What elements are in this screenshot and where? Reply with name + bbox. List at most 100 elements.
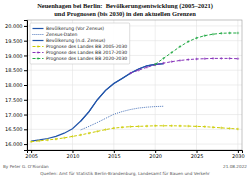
series-line (155, 33, 238, 64)
series-line (31, 126, 238, 142)
y-tick: 18.500 (5, 67, 27, 73)
grid-line-y (27, 144, 242, 145)
x-tick: 2015 (108, 150, 121, 159)
y-tick: 20.000 (5, 23, 27, 29)
grid-line-y (27, 85, 242, 86)
series-marker (195, 58, 198, 61)
series-line (81, 64, 164, 121)
footnote: Quellen: Amt für Statistik Berlin-Brande… (40, 171, 210, 176)
series-marker (63, 137, 66, 140)
series (31, 64, 163, 141)
grid-line-x (155, 20, 156, 150)
x-tick-label: 2015 (108, 153, 121, 159)
grid-line-x (237, 20, 238, 150)
series-marker (137, 69, 140, 72)
title-group: Neuenhagen bei Berlin: Bevölkerungsentwi… (37, 2, 213, 18)
series-marker (71, 135, 74, 138)
series-marker (79, 134, 82, 137)
footnote: By Peter G. O’Riordan (3, 164, 49, 169)
series-marker (55, 138, 58, 141)
series-marker (203, 34, 206, 37)
y-tick: 17.000 (5, 112, 27, 118)
y-tick-mark (24, 129, 27, 130)
legend-swatch (33, 46, 44, 47)
series-marker (146, 66, 149, 69)
series-marker (88, 132, 91, 135)
series-marker (137, 125, 140, 128)
y-tick-label: 17.500 (5, 97, 23, 103)
y-tick-label: 20.000 (5, 23, 23, 29)
legend-marker (37, 57, 40, 60)
series-marker (170, 51, 173, 54)
grid-line-y (27, 99, 242, 100)
x-tick: 2025 (191, 150, 204, 159)
series-marker (170, 124, 173, 127)
legend-swatch (33, 40, 44, 41)
series-marker (212, 33, 215, 36)
series-line (31, 64, 163, 141)
series (81, 64, 164, 121)
series-marker (146, 125, 149, 128)
x-tick: 2010 (67, 150, 80, 159)
series-marker (237, 57, 240, 60)
series (129, 57, 239, 74)
y-tick: 19.500 (5, 38, 27, 44)
y-tick: 17.500 (5, 97, 27, 103)
y-tick: 16.000 (5, 141, 27, 147)
grid-line-y (27, 114, 242, 115)
legend-box (30, 23, 130, 64)
series-marker (179, 125, 182, 128)
y-tick-label: 18.500 (5, 67, 23, 73)
series-marker (237, 128, 240, 131)
series-marker (30, 140, 33, 143)
y-tick-label: 19.500 (5, 38, 23, 44)
series-marker (228, 57, 231, 60)
legend-label: Bevölkerung (Vor Zensus) (46, 26, 104, 31)
y-tick-mark (24, 115, 27, 116)
legend-label: Zensus-Daten (46, 32, 78, 37)
x-axis-line (28, 151, 243, 154)
grid (27, 20, 242, 150)
x-tick: 2020 (149, 150, 162, 159)
series (154, 32, 239, 66)
plot-frame (27, 20, 242, 150)
x-tick: 2030 (232, 150, 245, 159)
y-tick: 18.000 (5, 82, 27, 88)
y-tick-label: 18.000 (5, 82, 23, 88)
y-tick: 19.000 (5, 53, 27, 59)
y-tick-label: 17.000 (5, 112, 23, 118)
legend-swatch (33, 34, 44, 35)
series-marker (170, 60, 173, 63)
x-tick-label: 2010 (67, 153, 80, 159)
plot-area (30, 32, 239, 143)
subtitle: und Prognosen (bis 2030) in den aktuelle… (54, 10, 196, 18)
series-marker (154, 124, 157, 127)
y-tick-mark (24, 55, 27, 56)
series-marker (46, 139, 49, 142)
series-marker (187, 40, 190, 43)
y-tick-mark (24, 100, 27, 101)
series-marker (195, 37, 198, 40)
legend-marker (37, 51, 40, 54)
x-tick-label: 2025 (191, 153, 204, 159)
series-marker (203, 57, 206, 60)
series-marker (162, 57, 165, 60)
series-marker (187, 125, 190, 128)
y-tick-label: 16.000 (5, 141, 23, 147)
series-marker (179, 45, 182, 48)
series-marker (179, 59, 182, 62)
series-marker (96, 130, 99, 133)
footnote: 21.08.2022 (223, 164, 247, 169)
series-marker (237, 32, 240, 35)
x-tick-label: 2005 (25, 153, 38, 159)
legend-swatch (33, 28, 44, 29)
legend-swatch (33, 58, 44, 59)
series-marker (195, 125, 198, 128)
series-marker (228, 32, 231, 35)
legend-label: Prognose des Landes BB 2017-2030 (46, 50, 127, 55)
y-tick-label: 16.500 (5, 126, 23, 132)
y-tick-mark (24, 144, 27, 145)
series-marker (220, 57, 223, 60)
y-axis: 16.000 16.500 17.000 17.500 18.000 18.500 19.0… (5, 21, 28, 151)
chart: Neuenhagen bei Berlin: Bevölkerungsentwi… (0, 0, 250, 177)
